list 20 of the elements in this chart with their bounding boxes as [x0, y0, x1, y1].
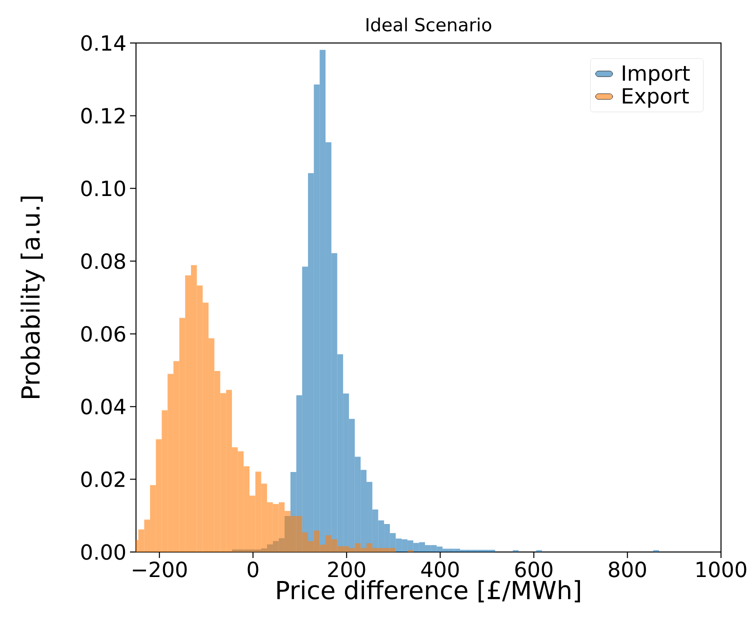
y-tick-label: 0.00 — [81, 544, 126, 560]
legend-label: Export — [622, 88, 689, 108]
x-tick-label: 400 — [421, 562, 459, 578]
y-tick-label: 0.02 — [81, 471, 124, 488]
x-tick-label: 200 — [328, 562, 366, 578]
y-tick-label: 0.10 — [81, 180, 126, 196]
y-tick-label: 0.08 — [81, 253, 126, 270]
x-axis-title: Price difference [£/MWh] — [277, 580, 580, 602]
y-tick-label: 0.12 — [81, 108, 124, 124]
y-tick-label: 0.04 — [81, 398, 126, 414]
x-tick-label: −200 — [132, 562, 187, 578]
chart-title: Ideal Scenario — [366, 18, 492, 32]
y-axis-title: Probability [a.u.] — [20, 196, 45, 398]
y-tick-label: 0.14 — [81, 35, 126, 51]
x-tick-label: 800 — [608, 562, 646, 578]
x-tick-label: 600 — [515, 562, 552, 578]
x-tick-label: 1000 — [696, 562, 746, 578]
y-tick-label: 0.06 — [81, 326, 126, 342]
x-tick-label: 0 — [248, 562, 258, 578]
legend-label: Import — [622, 65, 690, 86]
